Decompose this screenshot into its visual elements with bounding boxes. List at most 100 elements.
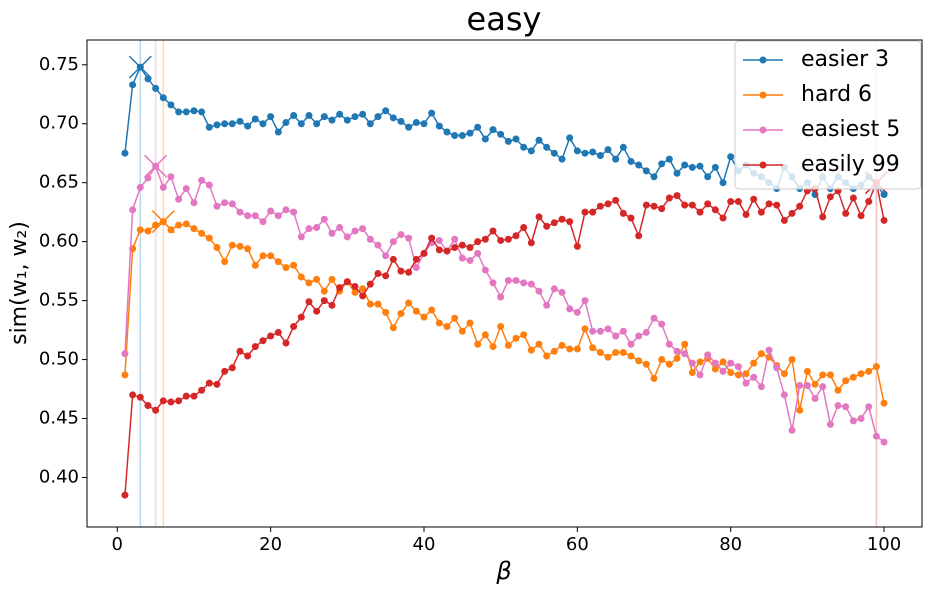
- point: [435, 122, 443, 130]
- point: [328, 116, 336, 124]
- point: [359, 292, 367, 300]
- point: [267, 113, 275, 121]
- legend-label: easier 3: [801, 47, 889, 72]
- chart-title: easy: [467, 0, 542, 38]
- point: [236, 242, 244, 250]
- point: [711, 163, 719, 171]
- point: [389, 255, 397, 263]
- series-line: [124, 164, 885, 443]
- point: [527, 280, 535, 288]
- point: [681, 350, 689, 358]
- point: [251, 212, 259, 220]
- point: [389, 324, 397, 332]
- x-tick-label: 100: [867, 534, 901, 555]
- point: [842, 403, 850, 411]
- point: [489, 343, 497, 351]
- point: [880, 438, 888, 446]
- point: [627, 340, 635, 348]
- point: [297, 120, 305, 128]
- point: [290, 323, 298, 331]
- point: [182, 185, 190, 193]
- point: [681, 161, 689, 169]
- point: [443, 323, 451, 331]
- point: [389, 114, 397, 122]
- point: [543, 222, 551, 230]
- point: [481, 266, 489, 274]
- point: [566, 134, 574, 142]
- point: [382, 308, 390, 316]
- point: [750, 373, 758, 381]
- point: [673, 354, 681, 362]
- point: [612, 155, 620, 163]
- point: [665, 340, 673, 348]
- point: [696, 371, 704, 379]
- point: [811, 380, 819, 388]
- point: [857, 370, 865, 378]
- point: [688, 201, 696, 209]
- point: [834, 402, 842, 410]
- point: [535, 340, 543, 348]
- point: [397, 310, 405, 318]
- point: [527, 147, 535, 155]
- point: [428, 109, 436, 117]
- point: [842, 209, 850, 217]
- y-axis-label: sim(w₁, w₂): [7, 221, 32, 345]
- point: [313, 275, 321, 283]
- point: [504, 277, 512, 285]
- point: [466, 257, 474, 265]
- point: [581, 208, 589, 216]
- point: [412, 255, 420, 263]
- legend-marker: [759, 56, 767, 64]
- point: [205, 181, 213, 189]
- point: [773, 364, 781, 372]
- point: [313, 223, 321, 231]
- point: [543, 352, 551, 360]
- point: [244, 352, 252, 360]
- point: [650, 314, 658, 322]
- y-tick-label: 0.40: [39, 466, 79, 487]
- point: [382, 272, 390, 280]
- point: [236, 208, 244, 216]
- point: [650, 202, 658, 210]
- point: [374, 241, 382, 249]
- point: [405, 299, 413, 307]
- point: [435, 236, 443, 244]
- point: [788, 209, 796, 217]
- point: [236, 117, 244, 125]
- point: [527, 346, 535, 354]
- point: [366, 280, 374, 288]
- point: [290, 208, 298, 216]
- point: [819, 383, 827, 391]
- series-line: [124, 220, 885, 411]
- point: [711, 206, 719, 214]
- point: [688, 369, 696, 377]
- point: [313, 120, 321, 128]
- point: [742, 379, 750, 387]
- point: [681, 201, 689, 209]
- point: [336, 284, 344, 292]
- point: [596, 327, 604, 335]
- point: [589, 344, 597, 352]
- point: [880, 190, 888, 198]
- point: [412, 264, 420, 272]
- point: [734, 363, 742, 371]
- point: [328, 275, 336, 283]
- y-tick-label: 0.45: [39, 408, 79, 429]
- point: [880, 216, 888, 224]
- point: [696, 208, 704, 216]
- point: [803, 381, 811, 389]
- point: [228, 120, 236, 128]
- point: [420, 249, 428, 257]
- point: [213, 202, 221, 210]
- x-axis-label: β: [495, 557, 511, 585]
- point: [512, 334, 520, 342]
- point: [504, 341, 512, 349]
- point: [704, 173, 712, 181]
- y-tick-label: 0.75: [39, 54, 79, 75]
- point: [796, 406, 804, 414]
- point: [589, 327, 597, 335]
- point: [834, 386, 842, 394]
- point: [175, 108, 183, 116]
- point: [405, 123, 413, 131]
